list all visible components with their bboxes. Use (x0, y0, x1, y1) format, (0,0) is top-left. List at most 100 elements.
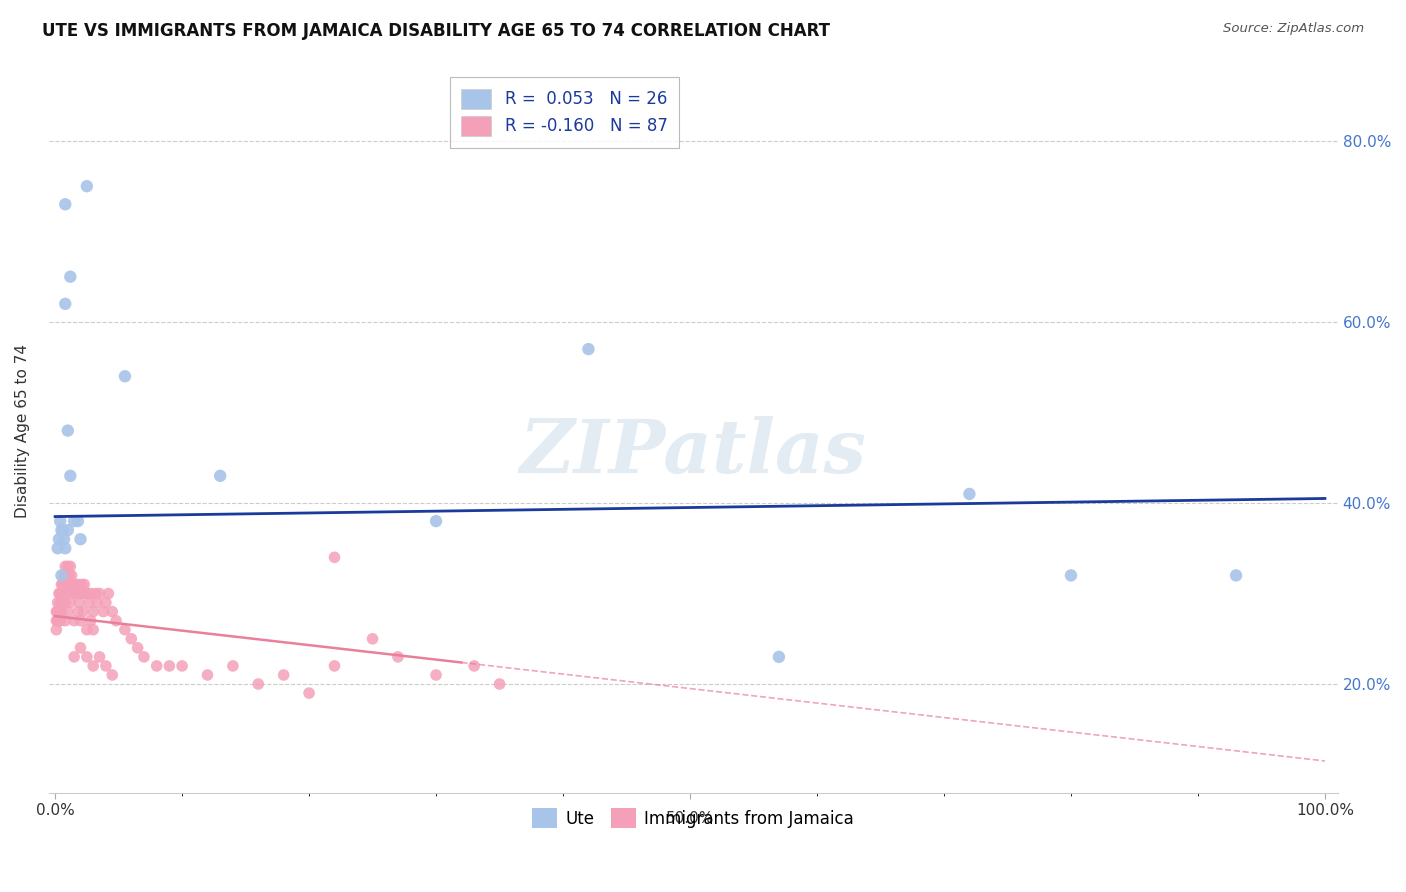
Point (59, 559, 82, 574)
Point (86, 596, 108, 610)
Point (97, 586, 120, 600)
Point (56, 605, 79, 619)
Text: ZIPatlas: ZIPatlas (520, 416, 866, 489)
Point (45, 605, 67, 619)
Point (53, 614, 76, 628)
Point (51, 605, 73, 619)
Point (1060, 568, 1083, 582)
Point (323, 550, 346, 565)
Point (72, 586, 94, 600)
Point (145, 659, 167, 673)
Point (66, 586, 89, 600)
Point (51, 586, 73, 600)
Point (76, 179, 98, 194)
Point (46, 605, 69, 619)
Point (55, 586, 77, 600)
Point (273, 668, 295, 682)
Point (53, 541, 76, 556)
Point (60, 568, 83, 582)
Point (425, 668, 447, 682)
Point (51, 568, 73, 582)
Legend: Ute, Immigrants from Jamaica: Ute, Immigrants from Jamaica (526, 801, 860, 835)
Point (53, 568, 76, 582)
Point (59, 596, 82, 610)
Point (72, 605, 94, 619)
Point (114, 623, 136, 637)
Point (69, 640, 91, 655)
Point (101, 605, 124, 619)
Point (94, 596, 117, 610)
Point (89, 586, 111, 600)
Y-axis label: Disability Age 65 to 74: Disability Age 65 to 74 (15, 343, 30, 517)
Point (63, 614, 86, 628)
Point (1225, 568, 1247, 582)
Point (172, 659, 194, 673)
Point (76, 649, 98, 664)
Point (56, 577, 79, 591)
Point (66, 577, 89, 591)
Point (63, 649, 86, 664)
Point (59, 269, 82, 284)
Point (62, 577, 84, 591)
Point (53, 559, 76, 574)
Point (127, 640, 149, 655)
Point (48, 614, 70, 628)
Point (63, 586, 86, 600)
Point (45, 623, 67, 637)
Point (56, 559, 79, 574)
Point (46, 596, 69, 610)
Point (79, 614, 101, 628)
Point (387, 649, 409, 664)
Point (94, 659, 117, 673)
Point (66, 605, 89, 619)
Point (45, 614, 67, 628)
Point (76, 623, 98, 637)
Point (247, 677, 270, 691)
Point (48, 605, 70, 619)
Point (53, 577, 76, 591)
Point (298, 686, 321, 700)
Point (93, 605, 115, 619)
Point (73, 577, 96, 591)
Point (79, 586, 101, 600)
Point (70, 577, 93, 591)
Point (46, 614, 69, 628)
Point (53, 586, 76, 600)
Point (52, 523, 75, 537)
Text: UTE VS IMMIGRANTS FROM JAMAICA DISABILITY AGE 65 TO 74 CORRELATION CHART: UTE VS IMMIGRANTS FROM JAMAICA DISABILIT… (42, 22, 830, 40)
Point (66, 514, 89, 528)
Point (56, 523, 79, 537)
Point (222, 659, 245, 673)
Point (463, 659, 485, 673)
Point (89, 649, 111, 664)
Point (82, 605, 104, 619)
Point (84, 586, 107, 600)
Point (79, 596, 101, 610)
Point (82, 623, 104, 637)
Point (488, 677, 510, 691)
Point (132, 649, 155, 664)
Point (49, 514, 72, 528)
Point (51, 523, 73, 537)
Point (768, 649, 790, 664)
Point (361, 632, 384, 646)
Text: Source: ZipAtlas.com: Source: ZipAtlas.com (1223, 22, 1364, 36)
Point (114, 369, 136, 384)
Point (105, 614, 128, 628)
Point (48, 532, 70, 546)
Point (55, 568, 77, 582)
Point (82, 659, 104, 673)
Point (69, 532, 91, 546)
Point (53, 197, 76, 211)
Point (48, 586, 70, 600)
Point (49, 596, 72, 610)
Point (957, 487, 980, 501)
Point (65, 577, 87, 591)
Point (52, 577, 75, 591)
Point (52, 596, 75, 610)
Point (323, 659, 346, 673)
Point (53, 596, 76, 610)
Point (63, 514, 86, 528)
Point (53, 297, 76, 311)
Point (49, 586, 72, 600)
